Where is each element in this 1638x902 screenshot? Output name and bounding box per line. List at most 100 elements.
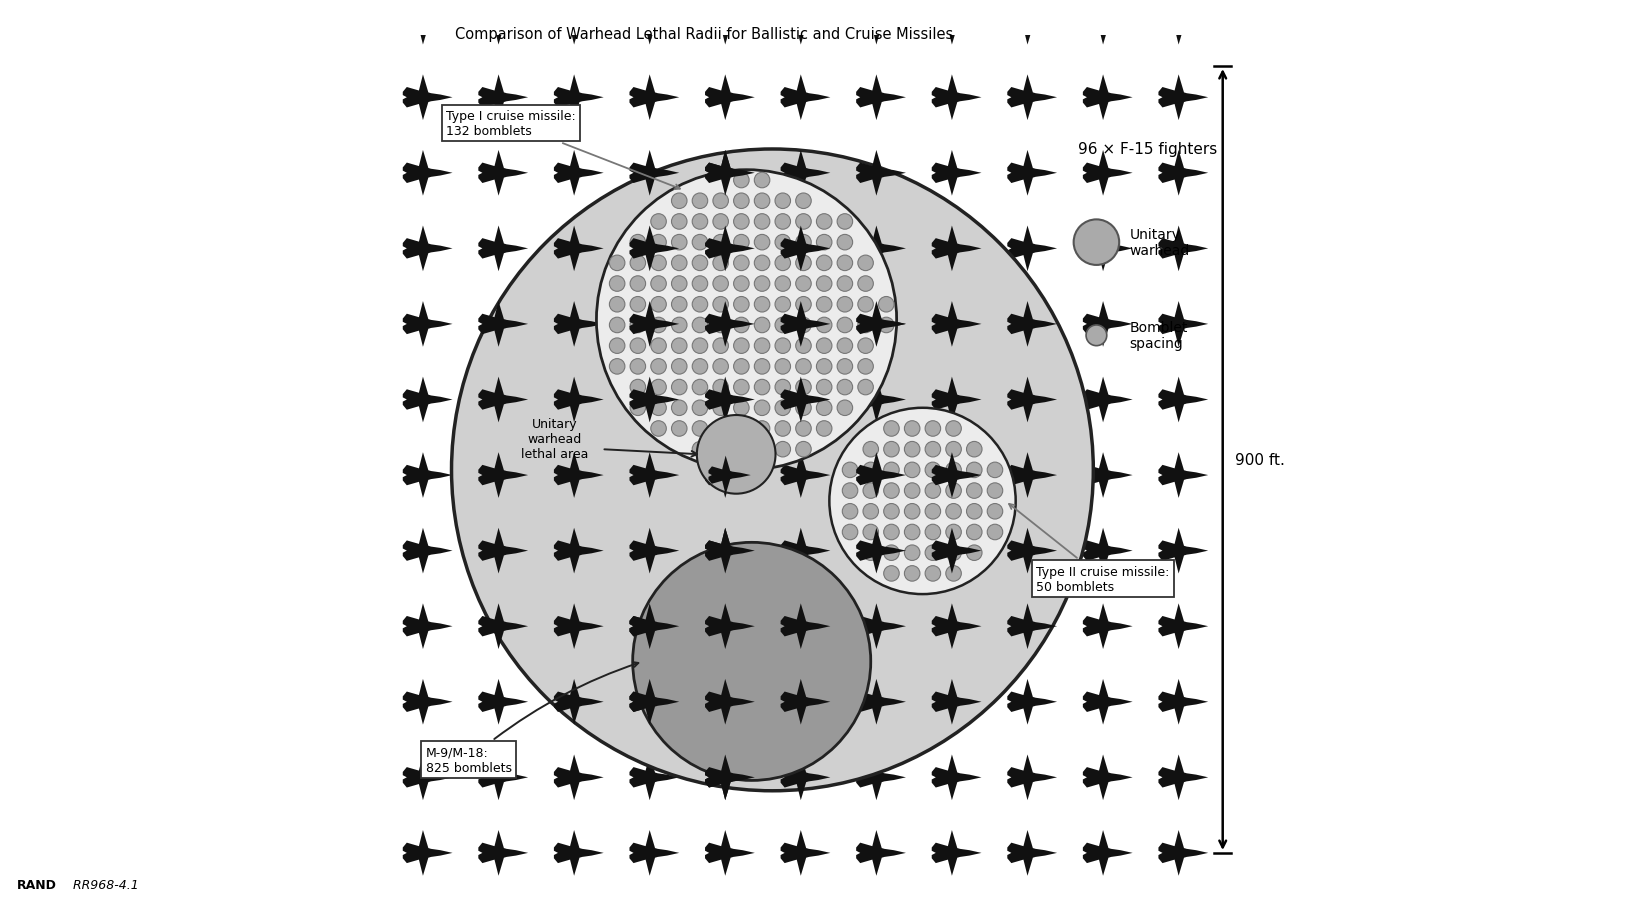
Polygon shape [629, 377, 680, 423]
Circle shape [837, 297, 853, 313]
Circle shape [696, 416, 775, 494]
Polygon shape [781, 453, 830, 499]
Circle shape [816, 256, 832, 272]
Polygon shape [478, 603, 527, 649]
Circle shape [755, 194, 770, 209]
Polygon shape [554, 679, 604, 725]
Circle shape [672, 277, 686, 292]
Circle shape [883, 566, 899, 582]
Polygon shape [629, 301, 680, 347]
Circle shape [631, 359, 645, 374]
Polygon shape [781, 226, 830, 272]
Circle shape [672, 235, 686, 251]
Circle shape [672, 194, 686, 209]
Circle shape [755, 256, 770, 272]
Polygon shape [1158, 377, 1209, 423]
Polygon shape [1007, 755, 1057, 800]
Polygon shape [704, 0, 755, 45]
Circle shape [904, 483, 921, 499]
Polygon shape [478, 75, 527, 121]
Polygon shape [1083, 0, 1132, 45]
Circle shape [713, 235, 729, 251]
Text: 96 × F-15 fighters: 96 × F-15 fighters [1078, 143, 1217, 157]
Polygon shape [704, 755, 755, 800]
Polygon shape [1007, 301, 1057, 347]
Circle shape [816, 359, 832, 374]
Circle shape [713, 442, 729, 457]
Polygon shape [781, 603, 830, 649]
Polygon shape [857, 755, 906, 800]
Circle shape [672, 380, 686, 395]
Polygon shape [629, 453, 680, 499]
Polygon shape [1158, 226, 1209, 272]
Polygon shape [554, 0, 604, 45]
Circle shape [734, 421, 749, 437]
Polygon shape [704, 830, 755, 876]
Polygon shape [403, 755, 452, 800]
Text: 900 ft.: 900 ft. [1235, 453, 1284, 467]
Polygon shape [478, 151, 527, 197]
Circle shape [863, 463, 878, 478]
Polygon shape [1158, 151, 1209, 197]
Polygon shape [478, 453, 527, 499]
Polygon shape [781, 755, 830, 800]
Circle shape [650, 380, 667, 395]
Circle shape [883, 442, 899, 457]
Polygon shape [781, 377, 830, 423]
Circle shape [858, 277, 873, 292]
Polygon shape [781, 0, 830, 45]
Polygon shape [704, 301, 755, 347]
Circle shape [883, 463, 899, 478]
Polygon shape [1158, 830, 1209, 876]
Circle shape [775, 215, 791, 230]
Polygon shape [478, 0, 527, 45]
Polygon shape [857, 529, 906, 574]
Polygon shape [554, 151, 604, 197]
Circle shape [693, 256, 708, 272]
Polygon shape [554, 226, 604, 272]
Polygon shape [1083, 377, 1132, 423]
Polygon shape [857, 226, 906, 272]
Circle shape [775, 400, 791, 416]
Polygon shape [554, 377, 604, 423]
Circle shape [925, 504, 940, 520]
Polygon shape [704, 151, 755, 197]
Circle shape [713, 400, 729, 416]
Polygon shape [704, 529, 755, 574]
Polygon shape [1007, 0, 1057, 45]
Circle shape [837, 277, 853, 292]
Circle shape [755, 400, 770, 416]
Circle shape [883, 483, 899, 499]
Text: Unitary
warhead: Unitary warhead [1130, 228, 1189, 258]
Circle shape [734, 256, 749, 272]
Circle shape [945, 463, 962, 478]
Circle shape [925, 546, 940, 561]
Text: Comparison of Warhead Lethal Radii for Ballistic and Cruise Missiles: Comparison of Warhead Lethal Radii for B… [455, 27, 953, 42]
Circle shape [878, 297, 894, 313]
Circle shape [816, 297, 832, 313]
Polygon shape [403, 453, 452, 499]
Circle shape [693, 380, 708, 395]
Circle shape [988, 525, 1002, 540]
Polygon shape [629, 679, 680, 725]
Polygon shape [1158, 0, 1209, 45]
Circle shape [672, 359, 686, 374]
Polygon shape [704, 377, 755, 423]
Circle shape [775, 442, 791, 457]
Circle shape [775, 194, 791, 209]
Polygon shape [1007, 377, 1057, 423]
Circle shape [609, 338, 626, 354]
Polygon shape [629, 226, 680, 272]
Circle shape [650, 400, 667, 416]
Circle shape [693, 400, 708, 416]
Circle shape [775, 359, 791, 374]
Circle shape [904, 442, 921, 457]
Circle shape [837, 400, 853, 416]
Polygon shape [704, 226, 755, 272]
Polygon shape [478, 226, 527, 272]
Polygon shape [704, 529, 755, 574]
Polygon shape [629, 377, 680, 423]
Text: Type II cruise missile:
50 bomblets: Type II cruise missile: 50 bomblets [1009, 504, 1170, 593]
Circle shape [878, 318, 894, 334]
Polygon shape [478, 830, 527, 876]
